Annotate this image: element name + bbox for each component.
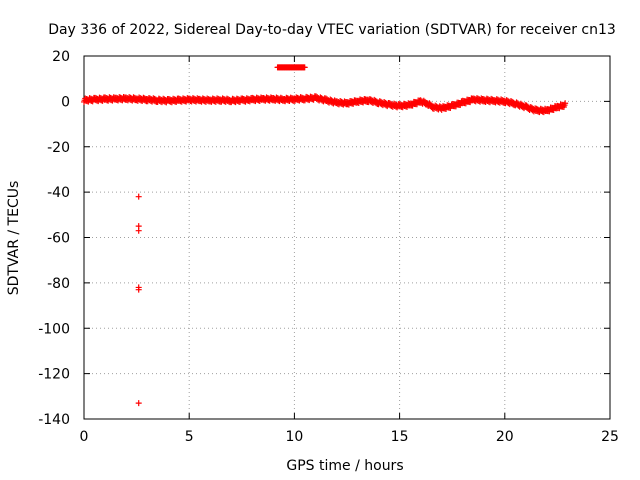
x-tick-label: 10 [285,429,303,445]
y-tick-label: -20 [47,140,70,156]
x-tick-label: 20 [496,429,514,445]
data-point [135,193,142,200]
chart-title: Day 336 of 2022, Sidereal Day-to-day VTE… [48,22,616,38]
x-tick-label: 15 [391,429,409,445]
x-tick-label: 25 [601,429,619,445]
data-point [135,400,142,407]
x-tick-label: 0 [80,429,89,445]
y-tick-label: -100 [38,321,70,337]
y-tick-label: 20 [52,49,70,65]
y-tick-label: 0 [61,94,70,110]
y-tick-label: -120 [38,367,70,383]
y-tick-label: -40 [47,185,70,201]
data-point [135,227,142,234]
data-point [301,64,308,71]
x-axis-label: GPS time / hours [286,458,403,474]
grid-lines [84,56,610,419]
y-axis-label: SDTVAR / TECUs [6,181,22,296]
y-tick-label: -80 [47,276,70,292]
data-point [135,286,142,293]
axis-ticks: 0 5 10 15 20 25 20 0 -20 -40 -60 -80 -100 -120 -140 [38,49,619,445]
data-points [81,64,569,407]
data-point [562,100,569,107]
x-tick-label: 5 [185,429,194,445]
y-tick-label: -140 [38,412,70,428]
y-tick-label: -60 [47,231,70,247]
